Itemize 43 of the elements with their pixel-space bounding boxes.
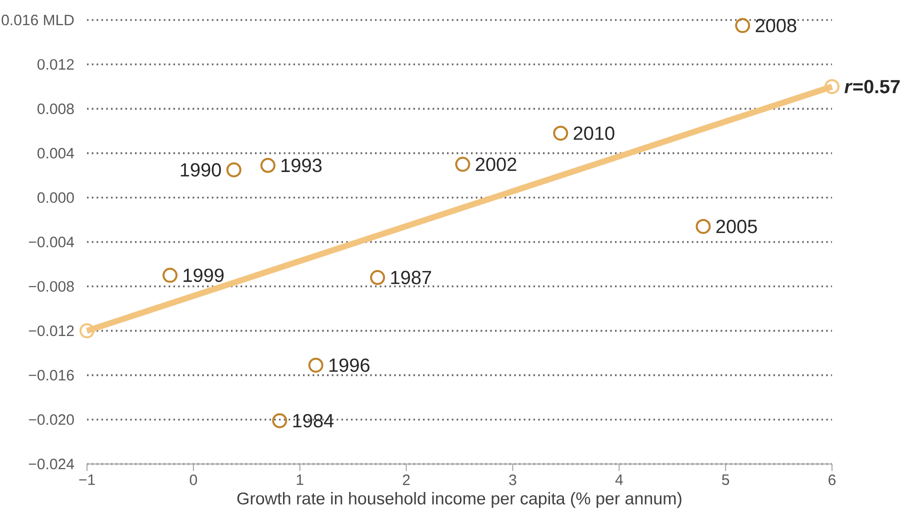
x-tick-label: −1 — [79, 474, 95, 485]
point — [370, 270, 386, 286]
point — [260, 158, 276, 173]
annotation: 1987 — [391, 270, 432, 284]
point — [272, 413, 288, 428]
annotation: 1996 — [329, 358, 370, 372]
annotation: 2002 — [476, 158, 516, 172]
annotation: 1999 — [184, 268, 224, 282]
x-tick-label: 2 — [402, 474, 410, 486]
annotation: 2005 — [716, 220, 757, 234]
y-tick-label: −0.008 — [28, 281, 74, 292]
annotation: 1990 — [180, 163, 221, 177]
point — [455, 156, 470, 172]
point — [80, 323, 95, 338]
y-tick-label: 0.016 MLD — [2, 14, 74, 26]
annotation: 2010 — [574, 126, 614, 140]
x-tick-label: 4 — [615, 474, 623, 485]
y-tick-label: −0.024 — [28, 458, 74, 470]
point — [226, 162, 242, 178]
annotation: 1993 — [282, 158, 322, 172]
point — [735, 18, 750, 34]
y-tick-label: −0.012 — [28, 325, 74, 336]
y-tick-label: 0.000 — [38, 192, 74, 203]
y-tick-label: −0.004 — [28, 236, 74, 248]
point — [162, 268, 178, 283]
point — [553, 126, 568, 141]
annotation: r=0.57 — [844, 80, 900, 94]
point — [696, 218, 711, 234]
x-axis-title: Growth rate in household income per capita (% per annum) — [237, 492, 682, 508]
y-tick-label: 0.004 — [38, 148, 74, 159]
x-tick-label: 3 — [509, 474, 516, 486]
y-tick-label: −0.016 — [28, 370, 74, 381]
annotation: 1984 — [293, 414, 334, 428]
x-tick-label: 5 — [722, 474, 730, 485]
y-tick-label: −0.020 — [28, 414, 74, 425]
y-tick-label: 0.008 — [38, 103, 74, 114]
point — [824, 79, 840, 94]
x-tick-label: 6 — [828, 474, 836, 486]
x-tick-label: 0 — [190, 474, 198, 486]
x-tick-label: 1 — [296, 474, 304, 485]
point — [308, 358, 324, 373]
annotation: 2008 — [756, 18, 796, 32]
y-tick-label: 0.012 — [38, 59, 74, 70]
